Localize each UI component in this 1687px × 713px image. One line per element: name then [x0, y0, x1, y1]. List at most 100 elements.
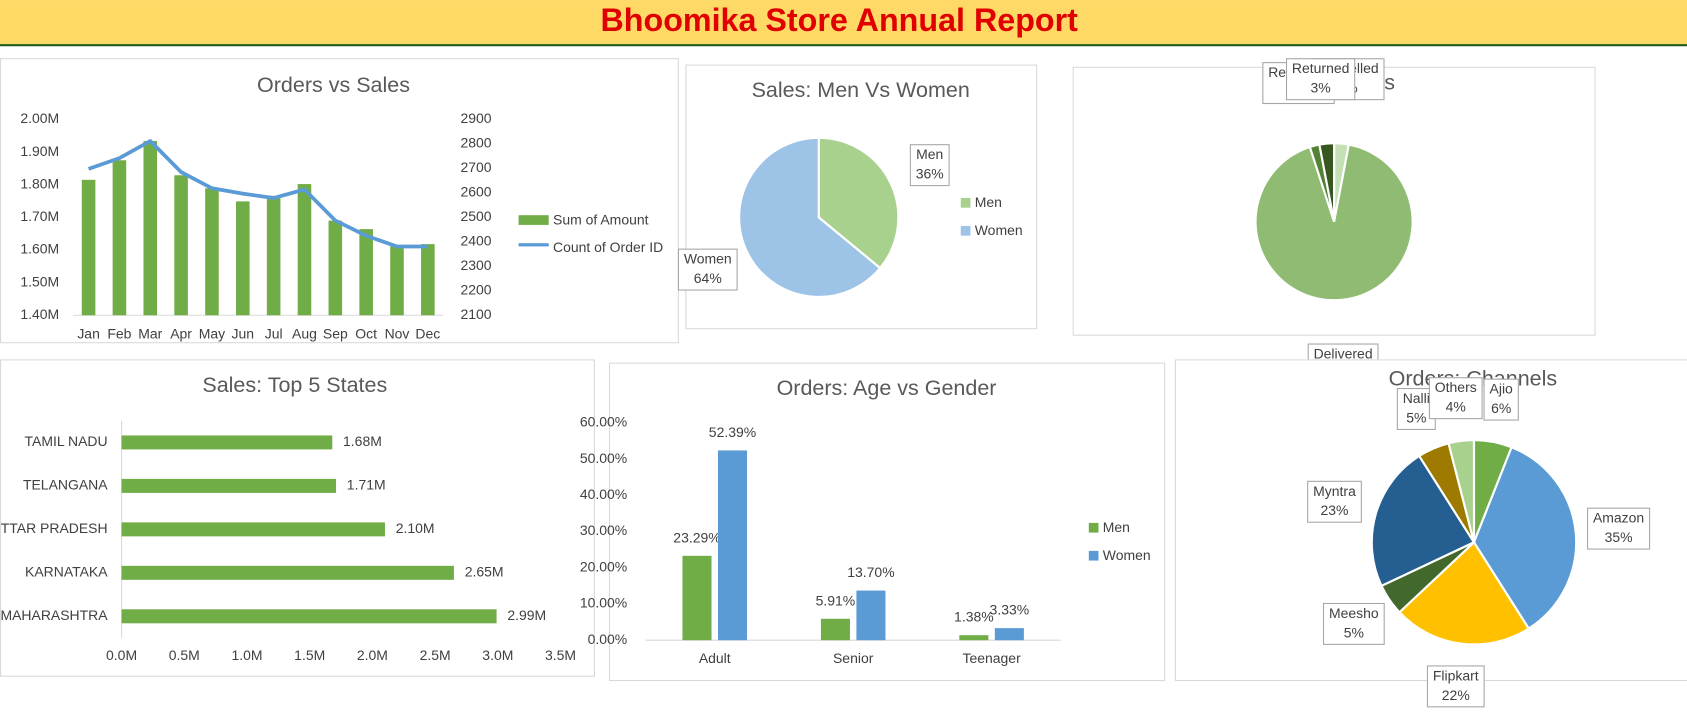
data-label-name: Returned [1292, 60, 1349, 76]
bar [266, 195, 281, 316]
legend-swatch [518, 243, 549, 247]
y2-tick-label: 2800 [460, 135, 491, 151]
x-tick-label: Jul [265, 325, 283, 341]
header-band [0, 0, 1687, 46]
data-label-value: 36% [916, 166, 944, 182]
data-label-name: Nalli [1403, 390, 1430, 406]
data-label-value: 4% [1446, 399, 1466, 415]
chart-panel [0, 359, 595, 677]
data-label: 52.39% [709, 424, 756, 440]
y2-tick-label: 2200 [460, 281, 491, 297]
data-label-name: Meesho [1329, 605, 1379, 621]
pie-slice [1254, 143, 1414, 302]
y-tick-label: 2.00M [20, 110, 59, 126]
data-label: 1.38% [954, 609, 994, 625]
legend-swatch [960, 225, 971, 236]
y2-tick-label: 2500 [460, 208, 491, 224]
data-label-box [1428, 377, 1483, 420]
bar [121, 609, 497, 624]
bar [421, 244, 435, 316]
pie-slice [738, 136, 882, 299]
legend-swatch [1088, 522, 1099, 533]
x-tick-label: Sep [323, 325, 348, 341]
data-label: 23.29% [673, 529, 720, 545]
x-tick-label: Oct [355, 325, 377, 341]
x-tick-label: Adult [699, 650, 731, 666]
bar [121, 522, 385, 537]
y2-tick-label: 2400 [460, 233, 491, 249]
bar [959, 635, 989, 641]
chart-title: Sales: Men Vs Women [752, 78, 970, 102]
data-label-box [1285, 58, 1356, 101]
legend-label: Sum of Amount [553, 211, 649, 227]
data-label-box [1483, 378, 1519, 421]
data-label: 5.91% [816, 592, 856, 608]
y2-tick-label: 2300 [460, 257, 491, 273]
pie-slice [1447, 438, 1476, 543]
data-label: 3.33% [990, 602, 1030, 618]
y-tick-label: 1.50M [20, 273, 59, 289]
data-label-box [1322, 602, 1385, 645]
data-label: 2.10M [396, 520, 435, 536]
x-tick-label: Dec [415, 325, 440, 341]
y-tick-label: UTTAR PRADESH [0, 520, 108, 536]
data-label-name: Delivered [1314, 345, 1373, 361]
bar [717, 450, 748, 641]
data-label-name: Ajio [1490, 381, 1514, 397]
x-tick-label: 1.5M [294, 647, 325, 663]
y-tick-label: 0.00% [588, 631, 628, 647]
legend-label: Men [1103, 519, 1130, 535]
bar [682, 555, 712, 641]
data-label-name: Men [916, 146, 943, 162]
y-tick-label: KARNATAKA [25, 564, 108, 580]
data-label-name: Others [1435, 379, 1477, 395]
x-tick-label: 3.0M [482, 647, 513, 663]
x-tick-label: Senior [833, 650, 874, 666]
x-tick-label: Feb [107, 325, 131, 341]
data-label: 2.65M [465, 564, 504, 580]
x-tick-label: Mar [138, 325, 162, 341]
data-label-box [1426, 665, 1485, 708]
bar [143, 140, 158, 316]
x-tick-label: 1.0M [231, 647, 262, 663]
data-label: 1.71M [347, 477, 386, 493]
x-tick-label: Jun [232, 325, 255, 341]
y2-tick-label: 2700 [460, 159, 491, 175]
bar [121, 565, 454, 580]
data-label-value: 23% [1321, 502, 1349, 518]
chart-title: Orders: Age vs Gender [777, 376, 997, 400]
y-tick-label: 30.00% [580, 522, 627, 538]
x-tick-label: Nov [385, 325, 410, 341]
data-label-name: Flipkart [1433, 667, 1479, 683]
line [87, 139, 428, 249]
y2-tick-label: 2100 [460, 306, 491, 322]
bar [856, 590, 886, 641]
y-tick-label: 1.40M [20, 306, 59, 322]
data-label-box [1587, 507, 1651, 550]
pie-slice [1397, 540, 1531, 646]
bar [112, 160, 127, 316]
legend-swatch [518, 215, 549, 225]
x-tick-label: May [199, 325, 225, 341]
bar [81, 179, 96, 316]
bar [121, 435, 333, 450]
bar [328, 220, 343, 316]
data-label: 2.99M [507, 607, 546, 623]
chart-title: Orders vs Sales [257, 73, 410, 97]
y2-tick-label: 2900 [460, 110, 491, 126]
data-label-name: Amazon [1593, 510, 1644, 526]
bar [820, 618, 850, 641]
x-tick-label: Aug [292, 325, 317, 341]
bar [174, 175, 188, 316]
bar [994, 628, 1024, 641]
legend-swatch [1088, 550, 1099, 561]
x-tick-label: 0.0M [106, 647, 137, 663]
legend-swatch [960, 197, 971, 208]
bar [236, 201, 250, 316]
data-label-value: 6% [1491, 400, 1511, 416]
y-tick-label: 50.00% [580, 450, 627, 466]
data-label-box [677, 248, 738, 291]
data-label-value: 3% [1311, 80, 1331, 96]
y-tick-label: 20.00% [580, 558, 627, 574]
